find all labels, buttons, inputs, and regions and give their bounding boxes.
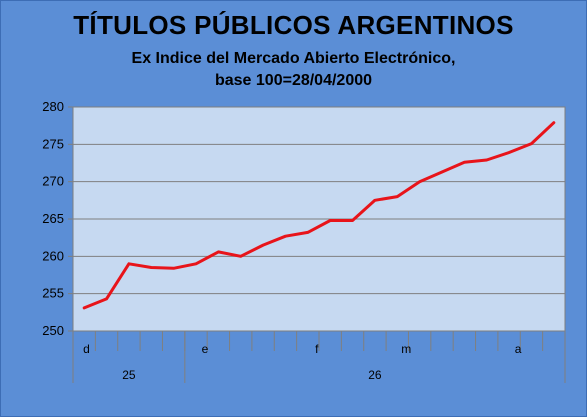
x-year-label: 26 [368,368,382,382]
data-point [306,231,310,234]
data-point [485,158,488,162]
data-point [105,297,108,301]
data-point [261,243,265,247]
series-layer [82,121,556,310]
data-point [328,219,332,222]
data-point [507,151,511,154]
x-month-label: d [83,342,90,356]
y-tick-label: 260 [42,248,64,263]
x-axis: d e f m a 25 26 [72,331,566,383]
data-point [284,234,287,238]
data-point [373,199,377,202]
x-year-label: 25 [122,368,136,382]
data-point [552,121,556,124]
data-point [194,262,198,265]
x-month-label: m [401,342,411,356]
x-month-label: e [202,342,209,356]
data-point [463,161,466,164]
data-point [418,180,421,183]
y-tick-label: 255 [42,286,64,301]
data-point [239,255,242,258]
data-point [172,267,175,270]
series-line [82,121,556,310]
y-tick-label: 280 [42,99,64,114]
chart-subtitle-line-2: base 100=28/04/2000 [214,72,373,89]
y-axis: 250 255 260 265 270 275 280 [42,99,73,338]
gridlines [73,143,565,295]
x-month-label: f [315,342,319,356]
data-point [217,250,220,254]
data-point [127,262,131,265]
chart-title: TÍTULOS PÚBLICOS ARGENTINOS [73,10,514,40]
data-point [440,170,444,174]
y-tick-label: 250 [42,323,64,338]
data-point [150,266,153,269]
data-point [530,142,533,145]
y-tick-label: 275 [42,136,64,151]
y-tick-label: 270 [42,174,64,189]
y-tick-label: 265 [42,211,64,226]
data-point [396,195,399,198]
chart-subtitle-line-1: Ex Indice del Mercado Abierto Electrónic… [131,50,456,67]
data-point [82,306,86,310]
data-point [351,219,354,222]
x-month-label: a [515,342,522,356]
